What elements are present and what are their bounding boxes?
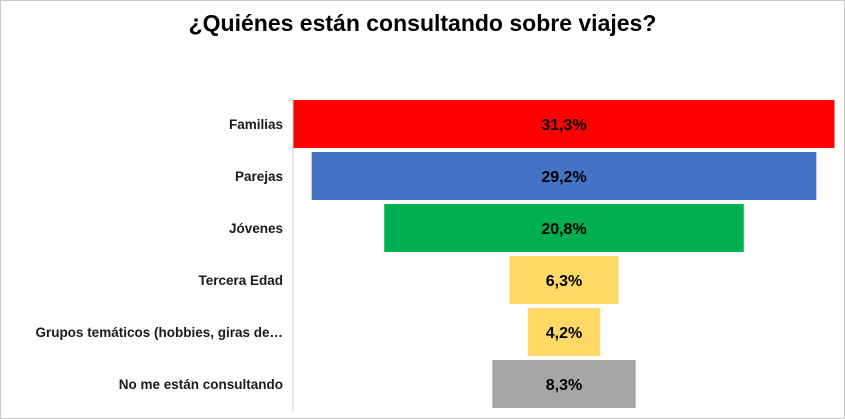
bar-value-label: 29,2%	[541, 169, 586, 186]
category-label: Familias	[229, 117, 283, 132]
category-label: Tercera Edad	[198, 273, 283, 288]
funnel-bar	[293, 100, 835, 148]
bar-value-label: 6,3%	[546, 273, 582, 290]
category-label: Grupos temáticos (hobbies, giras de…	[35, 325, 283, 340]
funnel-bar	[384, 204, 744, 252]
bar-value-label: 31,3%	[541, 117, 586, 134]
funnel-bar	[311, 152, 817, 200]
bar-value-label: 20,8%	[541, 221, 586, 238]
funnel-bar	[527, 308, 601, 356]
bar-value-label: 8,3%	[546, 377, 582, 394]
category-label: Jóvenes	[229, 221, 283, 236]
category-label: No me están consultando	[119, 377, 283, 392]
funnel-bar	[509, 256, 619, 304]
funnel-bar	[492, 360, 636, 408]
chart-title: ¿Quiénes están consultando sobre viajes?	[188, 10, 657, 36]
category-label: Parejas	[235, 169, 283, 184]
bar-value-label: 4,2%	[546, 325, 582, 342]
